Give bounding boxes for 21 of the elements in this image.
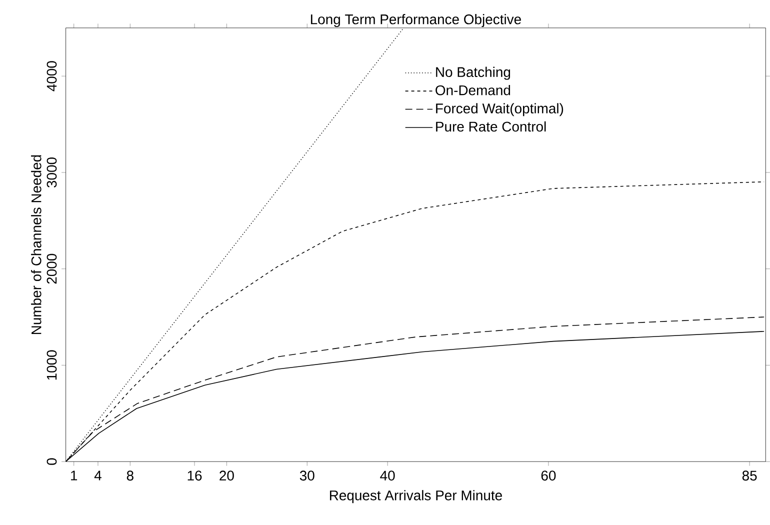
y-tick-label: 3000: [46, 157, 57, 188]
legend-label: No Batching: [436, 66, 510, 80]
x-tick-label: 20: [220, 470, 234, 480]
chart-title: Long Term Performance Objective: [310, 14, 521, 27]
x-tick-label: 4: [94, 470, 102, 480]
x-tick-label: 8: [126, 470, 134, 480]
y-tick-label: 1000: [46, 350, 57, 380]
legend-label: Pure Rate Control: [436, 121, 546, 132]
x-tick-label: 85: [742, 470, 757, 480]
legend-label: On-Demand: [436, 84, 510, 96]
x-tick-label: 40: [380, 470, 395, 480]
legend-label: Forced Wait(optimal): [436, 102, 564, 116]
x-axis-title: Request Arrivals Per Minute: [330, 490, 502, 503]
x-tick-label: 60: [541, 470, 556, 480]
x-tick-label: 30: [300, 470, 314, 480]
x-tick-label: 16: [188, 470, 202, 480]
x-tick-label: 1: [71, 470, 78, 480]
y-axis-title: Number of Channels Needed: [31, 155, 42, 334]
y-tick-label: 2000: [46, 254, 57, 284]
y-tick-label: 4000: [46, 60, 57, 92]
y-tick-label: 0: [46, 458, 57, 465]
